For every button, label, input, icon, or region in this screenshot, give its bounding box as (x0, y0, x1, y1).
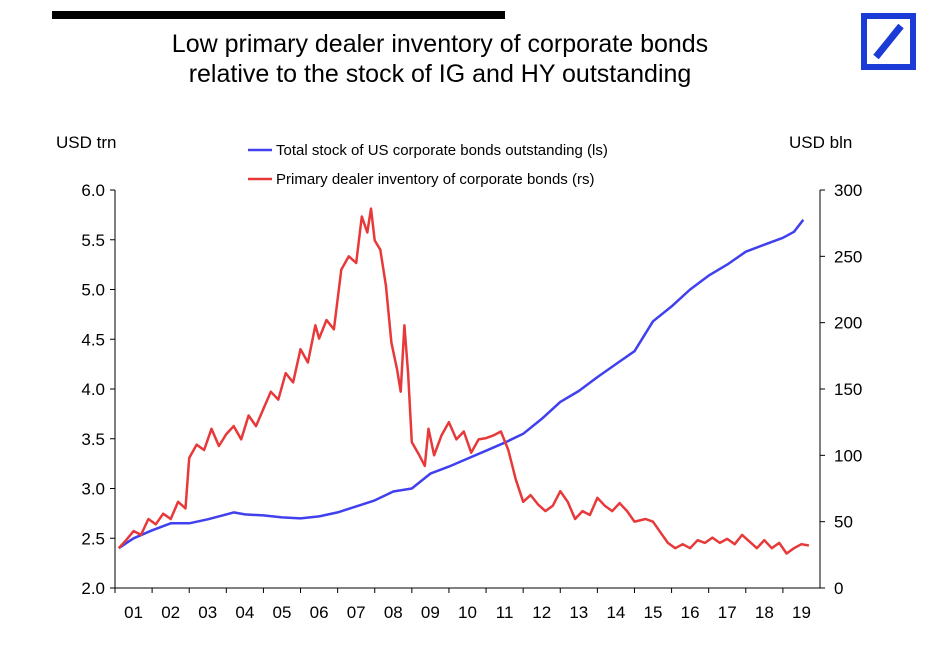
x-tick-label: 19 (792, 603, 811, 622)
x-tick-label: 13 (569, 603, 588, 622)
right-tick-label: 50 (834, 513, 853, 532)
left-tick-label: 4.5 (81, 330, 105, 349)
left-tick-label: 3.5 (81, 430, 105, 449)
logo-slash (873, 23, 904, 60)
x-tick-label: 08 (384, 603, 403, 622)
legend-label-total-stock: Total stock of US corporate bonds outsta… (276, 142, 608, 159)
logo-frame (861, 13, 916, 70)
left-tick-label: 2.0 (81, 579, 105, 598)
left-tick-label: 6.0 (81, 181, 105, 200)
left-tick-label: 2.5 (81, 529, 105, 548)
right-tick-label: 300 (834, 181, 862, 200)
x-tick-label: 11 (496, 603, 514, 622)
right-tick-label: 150 (834, 380, 862, 399)
legend: Total stock of US corporate bonds outsta… (248, 142, 608, 188)
x-tick-label: 01 (124, 603, 143, 622)
left-tick-label: 3.0 (81, 480, 105, 499)
top-rule (52, 11, 505, 19)
x-tick-label: 03 (198, 603, 217, 622)
x-tick-label: 04 (235, 603, 254, 622)
x-tick-label: 09 (421, 603, 440, 622)
x-tick-label: 16 (681, 603, 700, 622)
chart-title-line-2: relative to the stock of IG and HY outst… (188, 60, 692, 88)
right-axis-unit: USD bln (789, 133, 853, 152)
x-tick-label: 18 (755, 603, 774, 622)
x-tick-label: 12 (532, 603, 551, 622)
left-tick-label: 4.0 (81, 380, 105, 399)
right-tick-label: 250 (834, 247, 862, 266)
deutsche-bank-logo (861, 13, 916, 70)
series-line-total-stock (118, 219, 805, 550)
left-axis-unit: USD trn (56, 133, 117, 152)
x-tick-label: 10 (458, 603, 477, 622)
series-line-dealer-inventory (117, 207, 810, 555)
x-tick-label: 02 (161, 603, 180, 622)
right-tick-label: 200 (834, 314, 862, 333)
x-tick-label: 14 (606, 603, 625, 622)
x-tick-label: 17 (718, 603, 737, 622)
chart-title-line-1: Low primary dealer inventory of corporat… (171, 30, 709, 58)
x-tick-label: 07 (347, 603, 366, 622)
left-tick-label: 5.0 (81, 281, 105, 300)
right-tick-label: 100 (834, 446, 862, 465)
x-tick-label: 06 (310, 603, 329, 622)
x-tick-label: 15 (644, 603, 663, 622)
right-tick-label: 0 (834, 579, 843, 598)
legend-label-dealer-inventory: Primary dealer inventory of corporate bo… (276, 171, 594, 188)
x-tick-label: 05 (273, 603, 292, 622)
left-tick-label: 5.5 (81, 231, 105, 250)
